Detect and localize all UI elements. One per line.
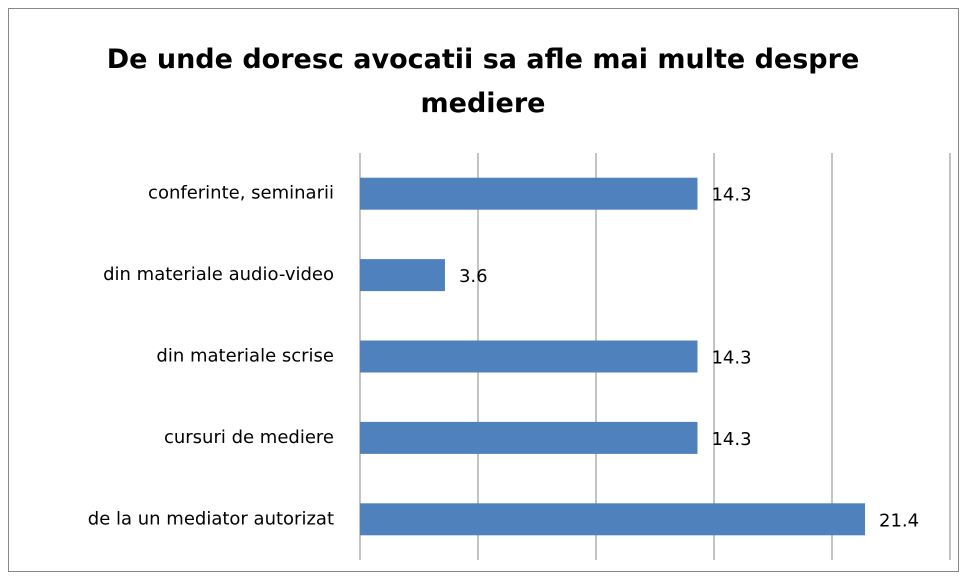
data-label: 14.3 xyxy=(711,429,751,450)
bar xyxy=(360,421,698,454)
y-tick-label: conferinte, seminarii xyxy=(148,183,334,204)
y-tick-label: de la un mediator autorizat xyxy=(88,508,334,529)
bar xyxy=(360,340,698,373)
data-label: 21.4 xyxy=(879,510,919,531)
data-label: 14.3 xyxy=(711,348,751,369)
chart-title: De unde doresc avocatii sa afle mai mult… xyxy=(106,44,860,119)
bar xyxy=(360,503,866,536)
y-tick-label: cursuri de mediere xyxy=(164,427,334,448)
y-tick-label: din materiale audio-video xyxy=(103,264,334,285)
data-label: 3.6 xyxy=(459,266,488,287)
bar xyxy=(360,177,698,210)
data-label: 14.3 xyxy=(711,185,751,206)
bar xyxy=(360,259,445,292)
y-tick-label: din materiale scrise xyxy=(156,346,334,367)
chart-border xyxy=(8,8,959,572)
